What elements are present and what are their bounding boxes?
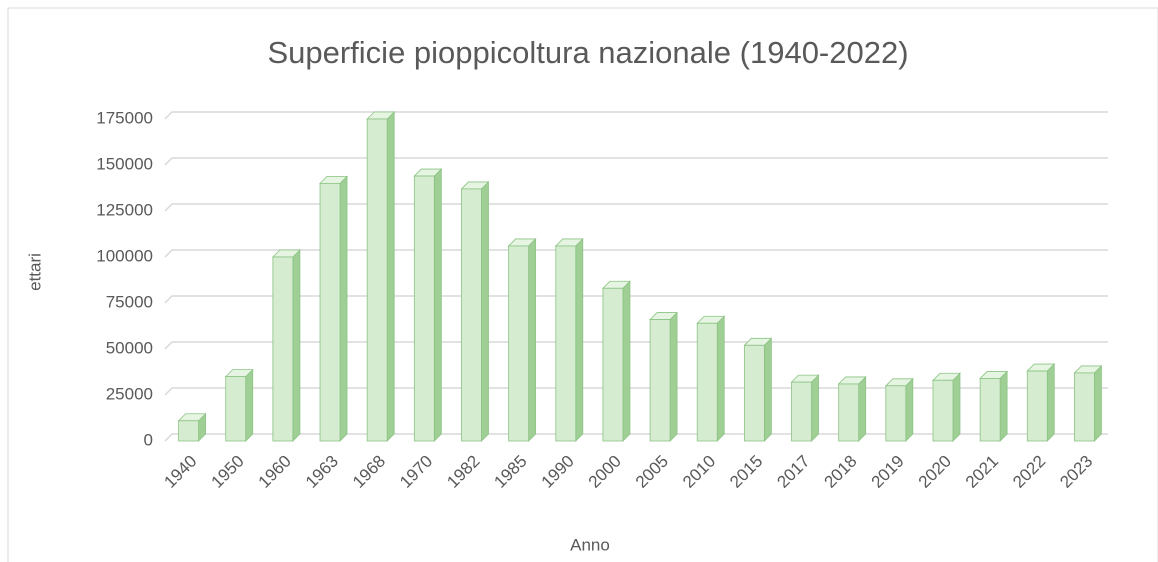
x-tick-label: 1968 xyxy=(349,452,389,492)
bar xyxy=(461,188,482,442)
y-tick-label: 100000 xyxy=(96,246,153,265)
y-tick-label: 25000 xyxy=(106,384,153,403)
y-tick-label: 175000 xyxy=(96,108,153,127)
x-axis-label: Anno xyxy=(570,535,610,554)
grid-line xyxy=(164,295,1108,304)
bar xyxy=(555,245,577,442)
grid-line xyxy=(164,433,1108,442)
bar xyxy=(1026,370,1048,442)
chart-frame xyxy=(7,7,1158,562)
y-tick-label: 125000 xyxy=(96,200,153,219)
bar-side xyxy=(339,175,348,442)
x-tick-label: 2015 xyxy=(726,452,766,492)
grid-line xyxy=(164,249,1108,258)
x-tick-label: 2017 xyxy=(773,452,813,492)
bar xyxy=(178,420,199,442)
bar-side xyxy=(1094,364,1102,442)
bar xyxy=(319,182,341,442)
bar xyxy=(979,378,1001,442)
x-tick-label: 2019 xyxy=(868,452,908,492)
x-tick-label: 2021 xyxy=(962,452,1002,492)
chart-title: Superficie pioppicoltura nazionale (1940… xyxy=(267,35,908,70)
x-tick-label: 2005 xyxy=(632,452,672,492)
bar xyxy=(932,379,954,442)
bar xyxy=(838,383,860,442)
bar-side xyxy=(811,374,819,442)
grid-line xyxy=(164,111,1108,120)
grid-line xyxy=(164,157,1108,166)
grid-line xyxy=(164,387,1108,396)
bar-side xyxy=(999,370,1008,442)
x-tick-label: 2020 xyxy=(915,452,955,492)
x-tick-label: 2022 xyxy=(1009,452,1049,492)
bar-side xyxy=(481,180,489,442)
x-tick-label: 2018 xyxy=(820,452,860,492)
bar xyxy=(602,287,624,442)
grid-line xyxy=(164,341,1108,350)
bar-side xyxy=(858,375,867,442)
bar-side xyxy=(245,368,254,442)
bar-side xyxy=(575,237,584,442)
bar xyxy=(413,175,435,442)
x-tick-label: 1982 xyxy=(443,452,483,492)
y-axis-label: ettari xyxy=(25,253,44,291)
bar-side xyxy=(1046,363,1055,442)
x-tick-label: 2010 xyxy=(679,452,719,492)
bar xyxy=(649,319,671,442)
x-tick-label: 1960 xyxy=(255,452,295,492)
bar-side xyxy=(528,237,537,442)
y-tick-label: 50000 xyxy=(106,338,153,357)
x-tick-label: 1990 xyxy=(538,452,578,492)
bar-side xyxy=(716,315,725,442)
y-tick-label: 150000 xyxy=(96,154,153,173)
bar xyxy=(366,118,388,442)
bar xyxy=(225,376,247,442)
y-tick-label: 0 xyxy=(144,430,153,449)
x-tick-label: 1985 xyxy=(490,452,530,492)
bar-side xyxy=(952,372,961,442)
x-tick-label: 1963 xyxy=(302,452,342,492)
bar xyxy=(1074,372,1095,442)
x-tick-label: 1970 xyxy=(396,452,436,492)
x-tick-label: 2000 xyxy=(585,452,625,492)
bar xyxy=(885,385,907,442)
y-tick-label: 75000 xyxy=(106,292,153,311)
bar-side xyxy=(386,111,395,442)
bar-side xyxy=(622,280,631,442)
bar-side xyxy=(292,249,301,442)
bar xyxy=(743,344,765,442)
x-tick-label: 2023 xyxy=(1056,452,1096,492)
bar xyxy=(272,256,294,442)
bar xyxy=(791,381,812,442)
bar xyxy=(508,245,530,442)
bar-side xyxy=(433,168,442,442)
x-tick-label: 1950 xyxy=(208,452,248,492)
bar-side xyxy=(763,337,772,442)
bar-side xyxy=(669,311,678,442)
bar xyxy=(696,322,718,442)
bar-side xyxy=(905,377,914,442)
grid-line xyxy=(164,203,1108,212)
x-tick-label: 1940 xyxy=(160,452,200,492)
